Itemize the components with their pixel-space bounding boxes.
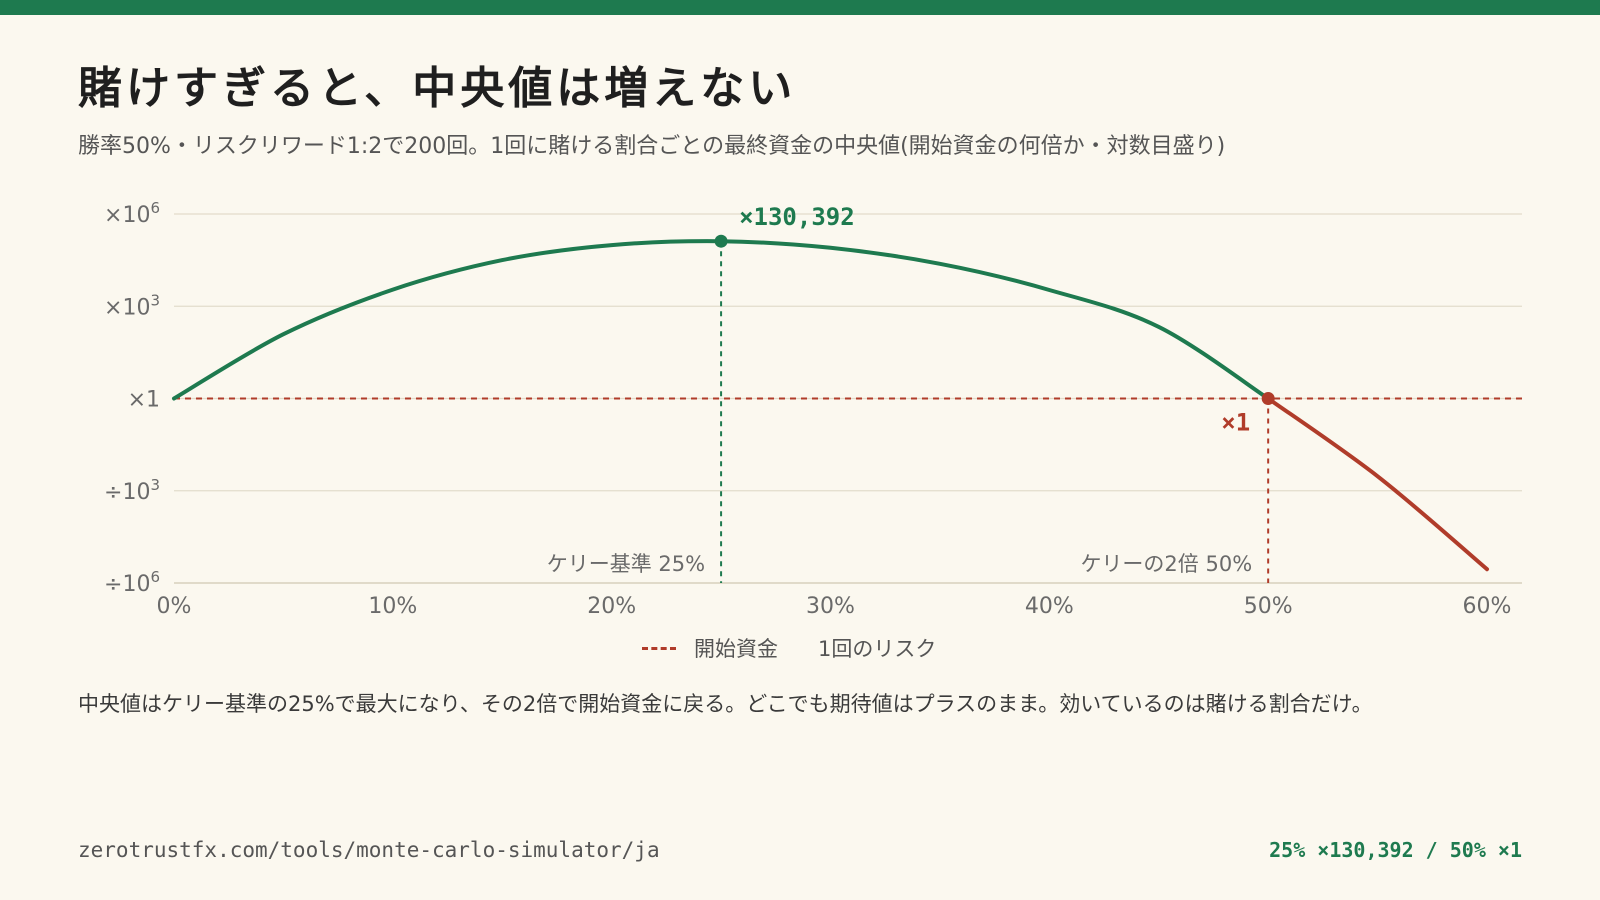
chart-legend: 開始資金 1回のリスク xyxy=(642,633,976,663)
legend-label-start-capital: 開始資金 xyxy=(694,637,778,661)
x-tick-label: 10% xyxy=(368,594,417,619)
y-tick-label: ×1 xyxy=(128,388,160,413)
y-tick-label: ×103 xyxy=(104,291,160,320)
x-tick-label: 30% xyxy=(806,594,855,619)
marker-point xyxy=(714,234,728,248)
y-tick-label: ÷106 xyxy=(104,568,160,597)
y-tick-label: ×106 xyxy=(104,199,160,228)
x-tick-label: 50% xyxy=(1244,594,1293,619)
footer-summary: 25% ×130,392 / 50% ×1 xyxy=(1269,838,1522,862)
legend-label-risk: 1回のリスク xyxy=(818,637,937,661)
legend-swatch-dashed xyxy=(642,646,676,650)
marker-value-label: ×1 xyxy=(1221,409,1250,437)
legend-item-start-capital: 開始資金 xyxy=(642,633,778,663)
footer-url: zerotrustfx.com/tools/monte-carlo-simula… xyxy=(78,838,660,862)
y-tick-label: ÷103 xyxy=(104,476,160,505)
legend-item-risk: 1回のリスク xyxy=(818,633,936,663)
x-tick-label: 0% xyxy=(157,594,192,619)
marker-point xyxy=(1261,392,1275,405)
top-accent-bar xyxy=(0,0,1600,15)
series-layer xyxy=(172,239,1489,572)
series-line-negative xyxy=(1266,396,1489,572)
page-title: 賭けすぎると、中央値は増えない xyxy=(78,63,797,114)
chart-note: 中央値はケリー基準の25%で最大になり、その2倍で開始資金に戻る。どこでも期待値… xyxy=(78,692,1373,716)
marker-value-label: ×130,392 xyxy=(739,203,855,231)
marker-vline-label: ケリー基準 25% xyxy=(547,552,705,576)
page-subtitle: 勝率50%・リスクリワード1:2で200回。1回に賭ける割合ごとの最終資金の中央… xyxy=(78,134,1226,159)
x-tick-label: 60% xyxy=(1463,594,1512,619)
x-tick-label: 40% xyxy=(1025,594,1074,619)
marker-vline-label: ケリーの2倍 50% xyxy=(1080,552,1252,576)
markers-layer: ×130,392 ケリー基準 25% ×1 ケリーの2倍 50% xyxy=(547,203,1275,583)
x-tick-label: 20% xyxy=(587,594,636,619)
